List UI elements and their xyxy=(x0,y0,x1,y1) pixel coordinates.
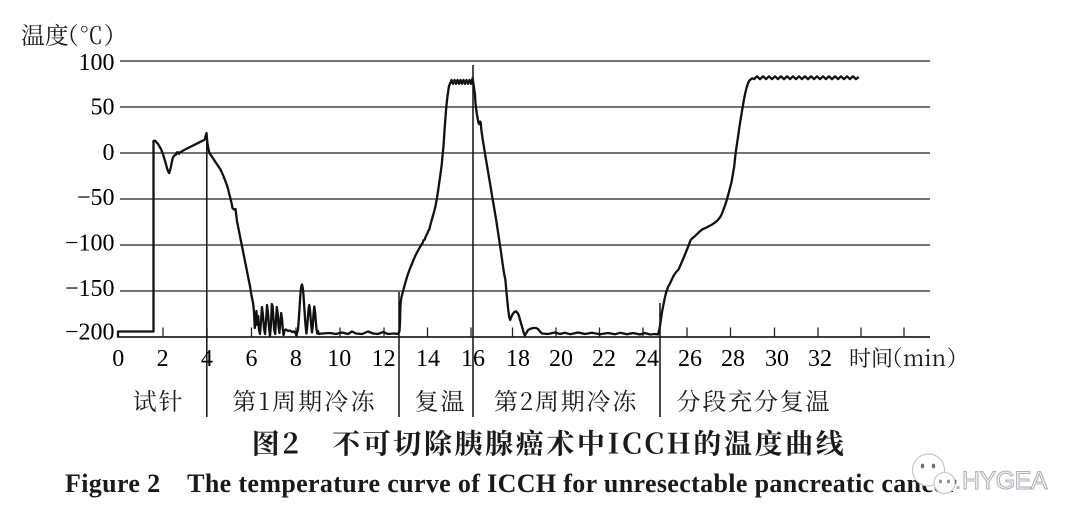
svg-text:26: 26 xyxy=(678,346,702,372)
svg-text:32: 32 xyxy=(808,346,832,372)
svg-text:30: 30 xyxy=(765,346,789,372)
svg-text:12: 12 xyxy=(372,346,396,372)
svg-text:22: 22 xyxy=(592,346,616,372)
svg-text:4: 4 xyxy=(201,346,213,372)
svg-text:Figure 2 The temperature curv: Figure 2 The temperature curve of ICCH f… xyxy=(65,469,957,498)
svg-text:−100: −100 xyxy=(65,231,115,257)
svg-text:0: 0 xyxy=(103,140,115,166)
svg-text:20: 20 xyxy=(549,346,573,372)
svg-text:16: 16 xyxy=(461,346,485,372)
svg-text:−150: −150 xyxy=(65,276,115,302)
svg-text:10: 10 xyxy=(327,346,351,372)
svg-text:14: 14 xyxy=(416,346,440,372)
svg-text:18: 18 xyxy=(506,346,530,372)
svg-text:24: 24 xyxy=(635,346,659,372)
svg-text:HYGEA: HYGEA xyxy=(962,467,1048,495)
svg-text:8: 8 xyxy=(290,346,302,372)
svg-text:100: 100 xyxy=(79,50,115,76)
svg-text:2: 2 xyxy=(157,346,169,372)
svg-text:50: 50 xyxy=(91,95,115,121)
svg-text:−50: −50 xyxy=(77,185,115,211)
svg-text:0: 0 xyxy=(112,346,124,372)
svg-text:−200: −200 xyxy=(65,320,115,346)
svg-text:6: 6 xyxy=(246,346,258,372)
svg-text:28: 28 xyxy=(721,346,745,372)
